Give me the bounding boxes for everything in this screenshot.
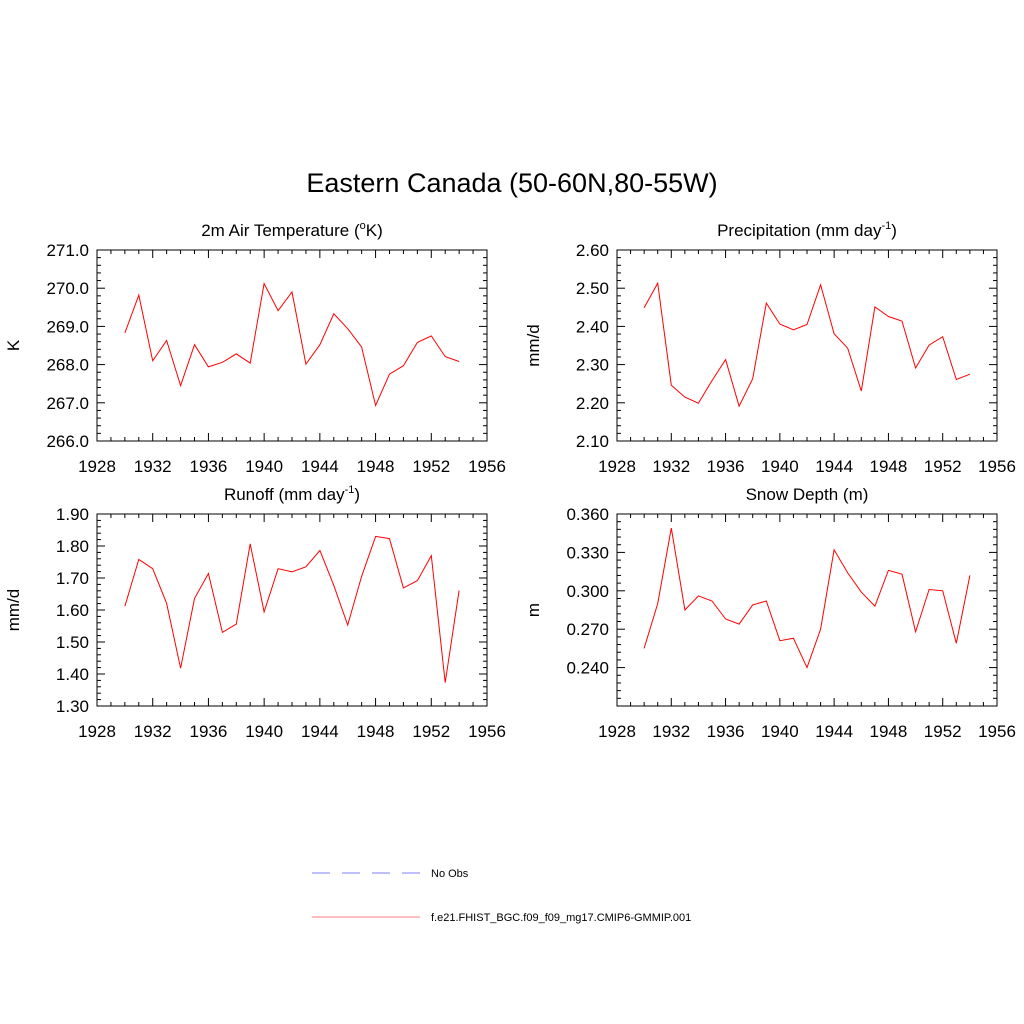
x-tick-label: 1952 (412, 457, 450, 476)
series-line (643, 528, 971, 669)
panel-title: Runoff (mm day-1) (224, 484, 360, 504)
x-tick-label: 1944 (301, 457, 339, 476)
y-tick-label: 2.40 (576, 317, 609, 336)
y-tick-label: 0.360 (566, 505, 609, 524)
plot-frame (96, 513, 488, 707)
x-tick-label: 1928 (598, 722, 636, 741)
legend-label-model: f.e21.FHIST_BGC.f09_f09_mg17.CMIP6-GMMIP… (431, 912, 691, 924)
y-tick-label: 2.50 (576, 279, 609, 298)
y-tick-label: 271.0 (46, 241, 89, 260)
y-axis-label: m (524, 603, 543, 617)
x-tick-label: 1940 (245, 722, 283, 741)
panel-4: Snow Depth (m) m 1928 1932 1936 1940 1944 1948 1… (524, 485, 1016, 741)
panel-3: Runoff (mm day-1) mm/d 1928 1932 1936 1940 194… (4, 484, 506, 741)
panel-title: Precipitation (mm day-1) (717, 220, 897, 240)
x-tick-label: 1956 (468, 457, 506, 476)
figure-title: Eastern Canada (50-60N,80-55W) (306, 168, 718, 198)
x-tick-label: 1932 (652, 457, 690, 476)
y-tick-label: 1.60 (56, 601, 89, 620)
x-tick-label: 1928 (78, 722, 116, 741)
legend-label-no-obs: No Obs (431, 868, 469, 880)
x-tick-label: 1940 (761, 722, 799, 741)
series-line (124, 535, 460, 683)
y-tick-label: 2.10 (576, 432, 609, 451)
y-tick-label: 266.0 (46, 432, 89, 451)
y-tick-label: 0.300 (566, 582, 609, 601)
series-line (124, 282, 460, 408)
y-tick-label: 270.0 (46, 279, 89, 298)
x-tick-label: 1952 (924, 722, 962, 741)
y-axis-label: mm/d (4, 589, 23, 632)
y-tick-label: 268.0 (46, 356, 89, 375)
plot-frame (96, 249, 488, 442)
x-tick-label: 1932 (134, 722, 172, 741)
x-tick-label: 1948 (870, 457, 908, 476)
x-tick-label: 1956 (978, 457, 1016, 476)
y-tick-label: 0.240 (566, 659, 609, 678)
panel-1: 2m Air Temperature (oK) K 1928 1932 1936 1940… (4, 220, 506, 476)
x-tick-label: 1932 (652, 722, 690, 741)
x-tick-label: 1932 (134, 457, 172, 476)
y-tick-label: 1.50 (56, 633, 89, 652)
y-tick-label: 1.90 (56, 505, 89, 524)
y-tick-label: 1.80 (56, 537, 89, 556)
x-tick-label: 1956 (468, 722, 506, 741)
y-tick-label: 1.30 (56, 697, 89, 716)
x-tick-label: 1952 (412, 722, 450, 741)
y-tick-label: 2.30 (576, 356, 609, 375)
y-tick-label: 0.270 (566, 620, 609, 639)
x-tick-label: 1940 (761, 457, 799, 476)
x-tick-label: 1952 (924, 457, 962, 476)
x-tick-label: 1936 (707, 457, 745, 476)
series-line (643, 281, 971, 408)
x-tick-label: 1944 (815, 457, 853, 476)
x-tick-label: 1944 (301, 722, 339, 741)
y-axis-label: mm/d (524, 324, 543, 367)
x-tick-label: 1948 (870, 722, 908, 741)
y-tick-label: 267.0 (46, 394, 89, 413)
legend: No Obs f.e21.FHIST_BGC.f09_f09_mg17.CMIP… (312, 868, 691, 924)
x-tick-label: 1948 (357, 457, 395, 476)
x-tick-label: 1928 (78, 457, 116, 476)
x-tick-label: 1928 (598, 457, 636, 476)
x-tick-label: 1956 (978, 722, 1016, 741)
y-tick-label: 269.0 (46, 317, 89, 336)
x-tick-label: 1948 (357, 722, 395, 741)
y-tick-label: 1.40 (56, 665, 89, 684)
x-tick-label: 1944 (815, 722, 853, 741)
panel-2: Precipitation (mm day-1) mm/d 1928 1932 1936… (524, 220, 1016, 476)
x-tick-label: 1936 (190, 722, 228, 741)
y-tick-label: 0.330 (566, 543, 609, 562)
panel-title: 2m Air Temperature (oK) (201, 220, 383, 240)
panel-title: Snow Depth (m) (746, 485, 869, 504)
y-tick-label: 2.60 (576, 241, 609, 260)
x-tick-label: 1936 (707, 722, 745, 741)
x-tick-label: 1940 (245, 457, 283, 476)
y-axis-label: K (4, 339, 23, 351)
x-tick-label: 1936 (190, 457, 228, 476)
plot-frame (616, 249, 998, 442)
y-tick-label: 2.20 (576, 394, 609, 413)
y-tick-label: 1.70 (56, 569, 89, 588)
